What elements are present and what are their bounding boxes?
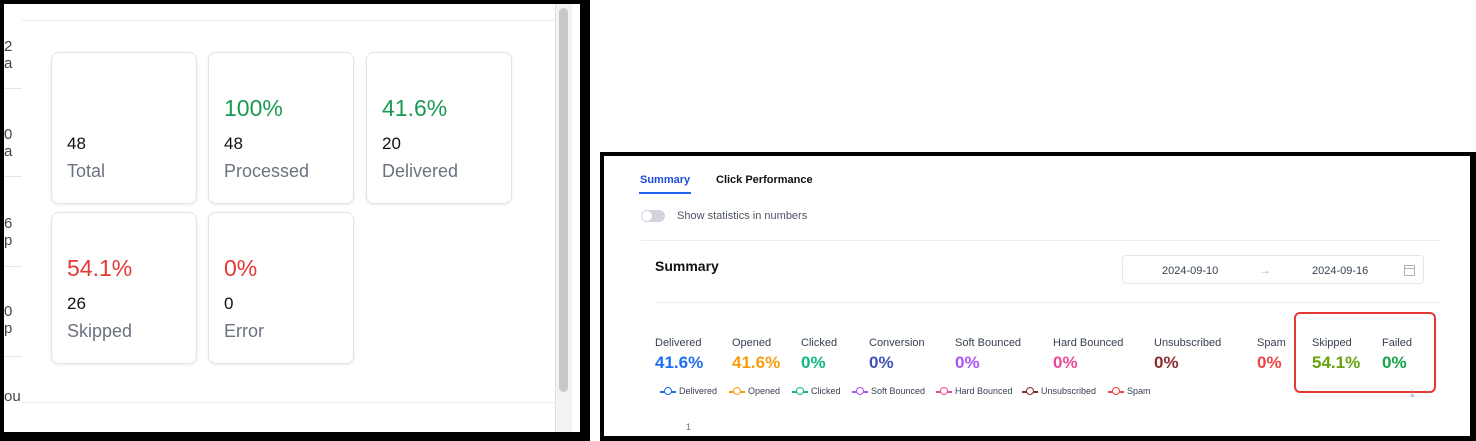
metric-label: Hard Bounced [1053, 337, 1124, 349]
metric-value: 54.1% [1312, 353, 1361, 372]
strip-divider [4, 266, 22, 267]
legend-label: Opened [748, 386, 781, 396]
metric-label: Skipped [1312, 337, 1352, 349]
date-start[interactable]: 2024-09-10 [1162, 265, 1219, 277]
panel-divider [22, 20, 560, 21]
divider [655, 302, 1440, 303]
legend-label: Unsubscribed [1041, 386, 1097, 396]
strip-fragment: 0 a [4, 126, 13, 160]
stat-count: 48 [224, 134, 243, 153]
metric-label: Delivered [655, 337, 702, 349]
stat-card-delivered: 41.6% 20 Delivered [366, 52, 512, 204]
legend-item[interactable]: Soft Bounced [852, 386, 925, 396]
stat-count: 26 [67, 294, 86, 313]
legend-marker-icon [729, 387, 745, 396]
summary-title: Summary [655, 258, 719, 274]
legend-marker-icon [936, 387, 952, 396]
strip-divider [4, 356, 22, 357]
metric-value: 0% [801, 353, 826, 372]
stat-card-total: 48 Total [51, 52, 197, 204]
strip-fragment: ou [4, 388, 21, 405]
legend-marker-icon [1022, 387, 1038, 396]
stat-card-error: 0% 0 Error [208, 212, 354, 364]
stat-label: Total [67, 161, 106, 181]
divider [641, 240, 1441, 241]
metric-value: 41.6% [732, 353, 781, 372]
metric-value: 0% [1382, 353, 1407, 372]
legend-item[interactable]: Opened [729, 386, 780, 396]
metric-value: 41.6% [655, 353, 704, 372]
legend-marker-icon [852, 387, 868, 396]
right-screenshot-frame: Summary Click Performance Show statistic… [600, 152, 1476, 441]
legend-marker-icon [792, 387, 808, 396]
legend-item[interactable]: Delivered [660, 386, 717, 396]
legend-marker-icon [660, 387, 676, 396]
scrollbar-thumb[interactable] [559, 8, 568, 392]
metric-label: Soft Bounced [955, 337, 1022, 349]
toggle-label: Show statistics in numbers [677, 210, 808, 222]
metric-label: Conversion [869, 337, 925, 349]
metric-value: 0% [1053, 353, 1078, 372]
legend-label: Hard Bounced [955, 386, 1013, 396]
statistics-toggle[interactable] [641, 210, 665, 222]
stat-label: Skipped [67, 321, 133, 341]
metric-label: Unsubscribed [1154, 337, 1222, 349]
metric-value: 0% [869, 353, 894, 372]
legend-item[interactable]: Clicked [792, 386, 841, 396]
right-screenshot: Summary Click Performance Show statistic… [604, 156, 1470, 436]
stat-percent: 100% [224, 95, 283, 121]
strip-fragment: 6 p [4, 215, 13, 249]
stat-count: 48 [67, 134, 86, 153]
stat-label: Processed [224, 161, 310, 181]
date-range-picker[interactable]: 2024-09-10 → 2024-09-16 [1122, 255, 1424, 284]
legend-label: Clicked [811, 386, 841, 396]
stat-label: Error [224, 321, 264, 341]
strip-divider [4, 176, 22, 177]
metric-value: 0% [955, 353, 980, 372]
strip-divider [4, 88, 22, 89]
metric-value: 0% [1257, 353, 1282, 372]
calendar-icon[interactable] [1404, 265, 1415, 276]
metric-value: 0% [1154, 353, 1179, 372]
stat-count: 20 [382, 134, 401, 153]
stat-card-skipped: 54.1% 26 Skipped [51, 212, 197, 364]
legend-label: Soft Bounced [871, 386, 926, 396]
chart-axis-tick: 1 [686, 422, 692, 432]
stats-panel: 48 Total 100% 48 Processed 41.6% 20 Deli… [22, 4, 560, 432]
scrollbar[interactable] [555, 4, 572, 432]
strip-fragment: 2 a [4, 38, 13, 72]
legend-item[interactable]: Hard Bounced [936, 386, 1013, 396]
panel-divider [22, 402, 560, 403]
metric-label: Opened [732, 337, 772, 349]
date-end[interactable]: 2024-09-16 [1312, 265, 1369, 277]
tab-summary[interactable]: Summary [640, 174, 691, 186]
download-icon[interactable]: ⤓ [1410, 388, 1415, 400]
arrow-right-icon: → [1259, 263, 1271, 277]
stat-label: Delivered [382, 161, 459, 181]
left-screenshot-frame: 2 a 0 a 6 p 0 p ou 48 Total 100% 48 Proc… [0, 0, 590, 441]
metric-label: Failed [1382, 337, 1412, 349]
toggle-knob [642, 211, 652, 221]
legend-item[interactable]: Unsubscribed [1022, 386, 1096, 396]
metric-label: Spam [1257, 337, 1286, 349]
tab-click-performance[interactable]: Click Performance [716, 174, 813, 186]
legend-marker-icon [1108, 387, 1124, 396]
background-table-strip: 2 a 0 a 6 p 0 p ou [4, 4, 23, 432]
stat-percent: 54.1% [67, 255, 133, 281]
legend-label: Delivered [679, 386, 718, 396]
highlight-annotation [1294, 312, 1436, 393]
active-tab-indicator [639, 192, 691, 194]
legend-label: Spam [1127, 386, 1151, 396]
stat-count: 0 [224, 294, 234, 313]
legend-item[interactable]: Spam [1108, 386, 1151, 396]
stat-card-processed: 100% 48 Processed [208, 52, 354, 204]
metric-label: Clicked [801, 337, 838, 349]
strip-fragment: 0 p [4, 303, 13, 337]
left-screenshot: 2 a 0 a 6 p 0 p ou 48 Total 100% 48 Proc… [4, 4, 580, 432]
stat-percent: 0% [224, 255, 258, 281]
stat-percent: 41.6% [382, 95, 448, 121]
